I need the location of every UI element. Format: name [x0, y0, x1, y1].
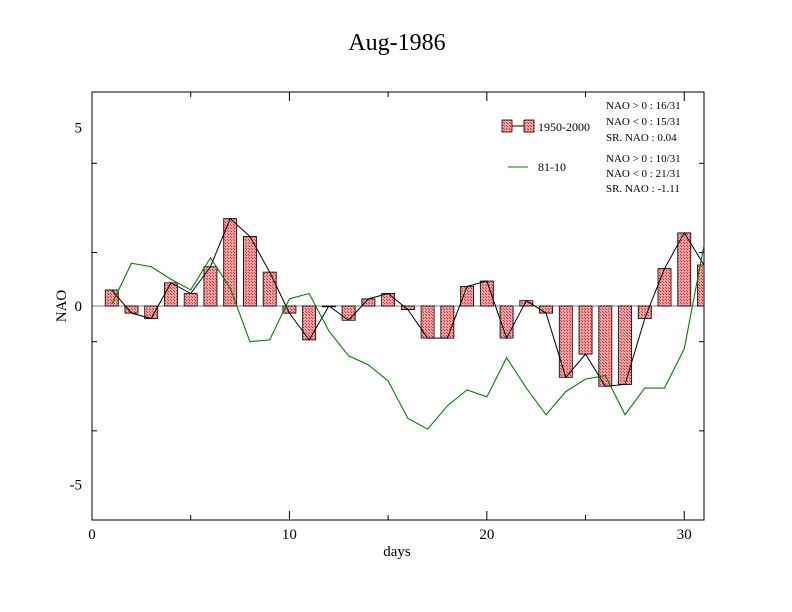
line-81-10 — [111, 245, 705, 430]
x-axis: 0 10 20 30 — [88, 92, 692, 543]
legend-swatch-bar-right — [523, 119, 535, 133]
bar — [183, 293, 198, 307]
bar — [302, 305, 317, 341]
bar — [578, 305, 593, 355]
x-axis-label: days — [383, 544, 411, 560]
y-axis: 5 0 -5 — [70, 121, 704, 521]
bar — [361, 298, 376, 307]
x-tick-label: 10 — [282, 527, 297, 543]
y-tick-label: -5 — [70, 477, 83, 493]
legend-swatch-bar-left — [501, 119, 513, 133]
chart-title: Aug-1986 — [348, 30, 445, 56]
series-line-81-10 — [111, 245, 705, 430]
bar — [381, 293, 396, 307]
legend-label-81-10: 81-10 — [538, 160, 566, 174]
bar — [499, 305, 514, 339]
stat-line: SR. NAO : 0.04 — [606, 132, 677, 144]
legend-label-1950-2000: 1950-2000 — [538, 120, 590, 134]
bar — [262, 271, 277, 307]
bars-1950-2000 — [104, 218, 705, 387]
bar — [677, 232, 692, 307]
y-tick-label: 0 — [75, 299, 83, 315]
bar — [657, 268, 672, 307]
bar — [618, 305, 632, 385]
bar — [460, 285, 475, 307]
y-tick-label: 5 — [75, 121, 83, 137]
bar — [558, 305, 573, 378]
bar — [420, 305, 435, 339]
stat-line: SR. NAO : -1.11 — [606, 183, 680, 195]
series-line-1950-2000 — [111, 217, 705, 387]
bar — [243, 236, 257, 307]
bar — [164, 282, 178, 307]
line-1950-2000 — [111, 217, 705, 387]
stat-line: NAO < 0 : 15/31 — [606, 116, 681, 128]
bar — [539, 305, 553, 314]
x-tick-label: 0 — [88, 527, 96, 543]
x-tick-label: 20 — [479, 527, 494, 543]
bar — [144, 305, 159, 319]
bar — [697, 264, 705, 307]
legend: 1950-2000 81-10 NAO > 0 : 16/31 NAO < 0 … — [501, 100, 681, 195]
y-axis-label: NAO — [54, 290, 70, 323]
bar — [440, 305, 455, 339]
stat-line: NAO > 0 : 10/31 — [606, 153, 681, 165]
bar — [341, 305, 356, 321]
bar — [223, 218, 238, 307]
bar — [598, 305, 613, 387]
x-tick-label: 30 — [677, 527, 692, 543]
stat-line: NAO > 0 : 16/31 — [606, 100, 681, 112]
stat-line: NAO < 0 : 21/31 — [606, 168, 681, 180]
